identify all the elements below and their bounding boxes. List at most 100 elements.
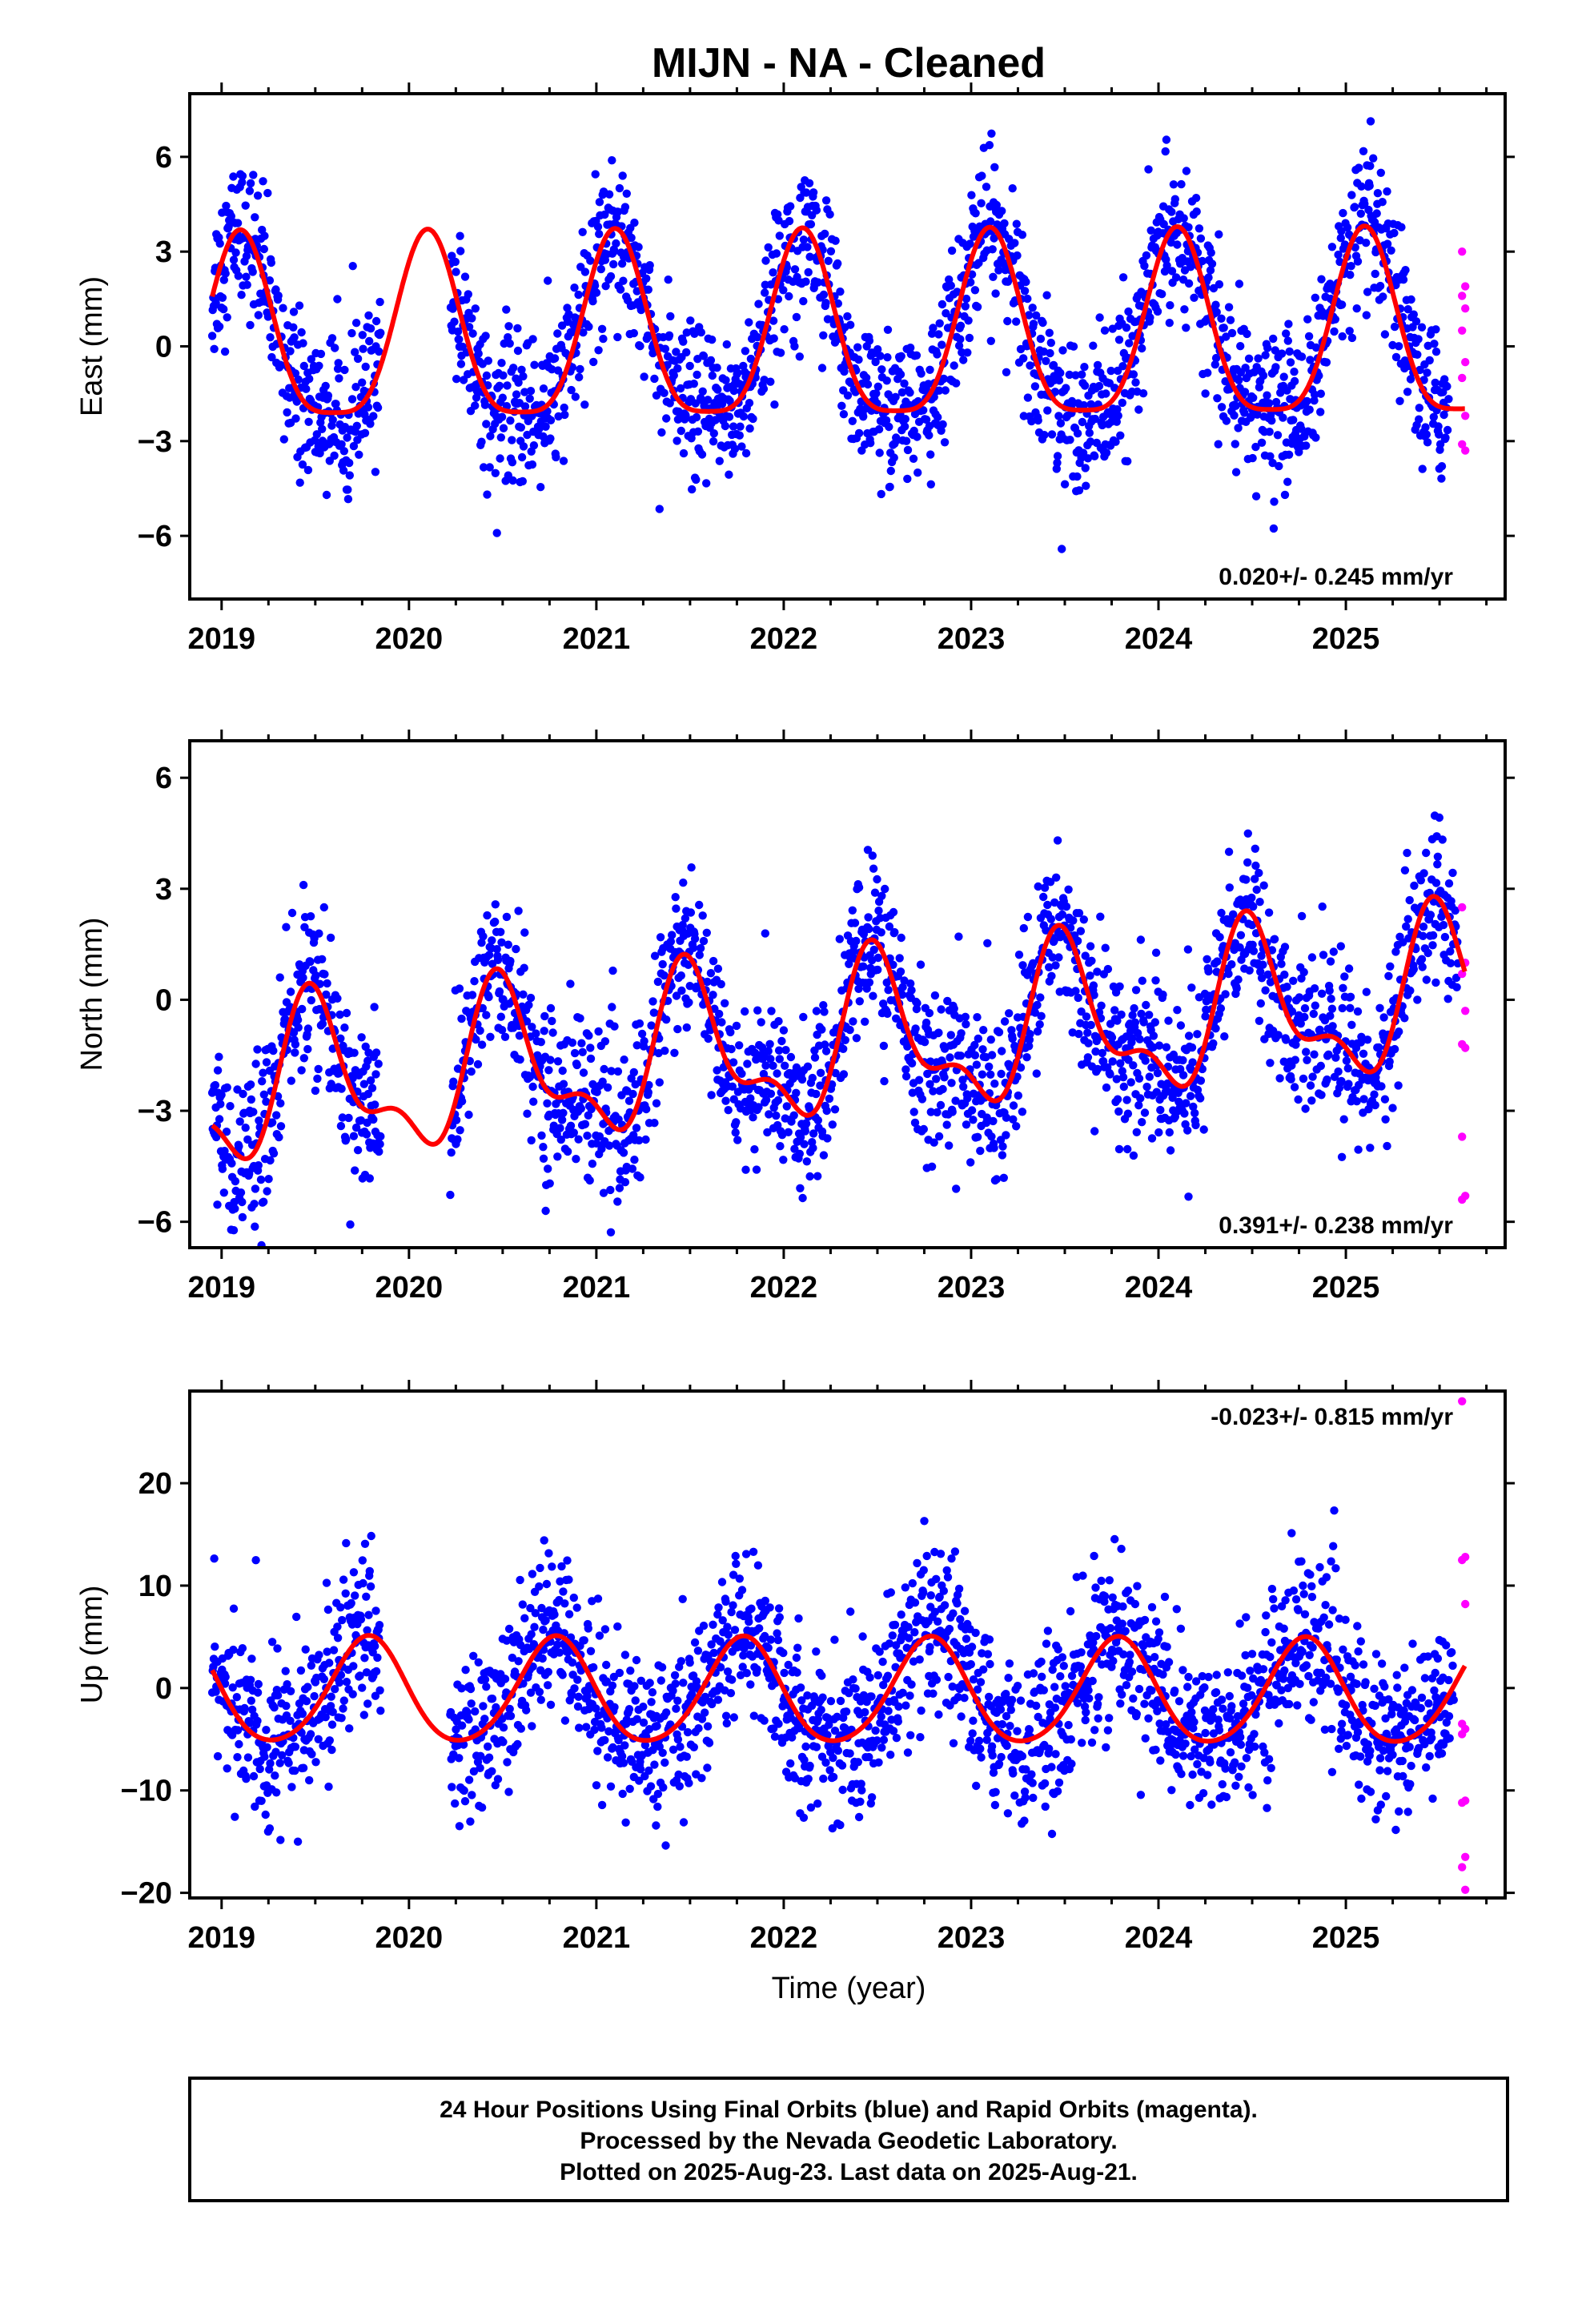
final-point [1428, 941, 1437, 950]
final-point [333, 994, 342, 1003]
final-point [1035, 1020, 1044, 1029]
final-point [1002, 1131, 1010, 1140]
final-point [966, 1158, 975, 1167]
final-point [635, 1136, 644, 1145]
final-point [741, 1165, 750, 1174]
final-point [375, 1621, 384, 1630]
final-point [451, 257, 460, 267]
final-point [1118, 398, 1127, 408]
final-point [254, 1161, 263, 1170]
final-point [267, 258, 275, 267]
final-point [1306, 356, 1315, 364]
final-point [1248, 453, 1257, 463]
final-point [523, 1109, 532, 1118]
final-point [1027, 416, 1036, 426]
final-point [213, 1200, 222, 1209]
final-point [1400, 1014, 1409, 1023]
final-point [1081, 951, 1090, 960]
final-point [1177, 179, 1186, 189]
final-point [616, 285, 625, 294]
final-point [942, 1120, 951, 1129]
final-point [1240, 408, 1249, 417]
final-point [766, 377, 775, 386]
final-point [556, 1135, 565, 1144]
final-point [235, 1117, 244, 1126]
final-point [625, 1784, 634, 1793]
final-point [578, 227, 587, 236]
final-point [1046, 338, 1056, 348]
y-tick-label: −3 [138, 1095, 172, 1128]
final-point [1225, 883, 1235, 892]
final-point [1391, 352, 1401, 362]
final-point [568, 1691, 576, 1699]
final-point [300, 923, 309, 932]
final-point [987, 129, 996, 138]
final-point [278, 1751, 287, 1759]
final-point [821, 299, 830, 308]
final-point [1401, 266, 1410, 275]
final-point [1146, 226, 1155, 235]
final-point [1268, 458, 1277, 468]
final-point [1060, 480, 1070, 489]
final-point [571, 392, 580, 401]
final-point [790, 342, 799, 351]
final-point [508, 436, 516, 444]
final-point [1214, 440, 1223, 448]
final-point [1079, 400, 1089, 410]
final-point [985, 1062, 994, 1072]
final-point [871, 357, 880, 367]
final-point [233, 219, 243, 227]
final-point [870, 888, 880, 897]
final-point [516, 423, 525, 432]
final-point [1422, 975, 1431, 984]
final-point [896, 967, 905, 976]
final-point [476, 1751, 485, 1760]
final-point [630, 218, 639, 227]
final-point [942, 309, 950, 318]
final-point [584, 322, 593, 332]
final-point [610, 1022, 619, 1031]
final-point [1256, 967, 1265, 976]
rapid-point [1461, 446, 1470, 455]
final-point [540, 1027, 548, 1035]
final-point [373, 1653, 382, 1663]
final-point [992, 1175, 1002, 1184]
final-point [803, 243, 812, 251]
final-point [713, 964, 723, 973]
final-point [1071, 371, 1080, 380]
final-point [1217, 403, 1227, 412]
final-point [745, 424, 754, 433]
final-point [1162, 1043, 1171, 1051]
final-point [677, 426, 685, 436]
final-point [1193, 1030, 1202, 1039]
final-point [1012, 219, 1022, 228]
final-point [371, 1070, 380, 1079]
final-point [226, 1102, 235, 1111]
final-point [927, 1162, 937, 1172]
final-point [1359, 147, 1368, 155]
final-point [586, 1647, 596, 1655]
final-point [676, 384, 685, 393]
final-point [926, 480, 936, 489]
final-point [709, 429, 718, 438]
final-point [978, 171, 986, 180]
final-point [350, 1048, 359, 1057]
final-point [358, 1556, 367, 1565]
final-point [1350, 203, 1359, 211]
final-point [563, 1147, 572, 1156]
final-point [544, 1549, 553, 1558]
final-point [1275, 1074, 1284, 1083]
final-point [322, 990, 331, 999]
final-point [213, 1751, 223, 1761]
final-point [483, 490, 492, 499]
final-point [1123, 456, 1132, 466]
final-point [941, 386, 950, 395]
final-point [1229, 910, 1238, 919]
final-point [889, 907, 898, 917]
final-point [536, 1695, 545, 1704]
final-point [480, 1675, 490, 1684]
final-point [836, 287, 845, 296]
final-point [1171, 273, 1181, 282]
rapid-point [1461, 1007, 1470, 1015]
final-point [1336, 942, 1346, 951]
